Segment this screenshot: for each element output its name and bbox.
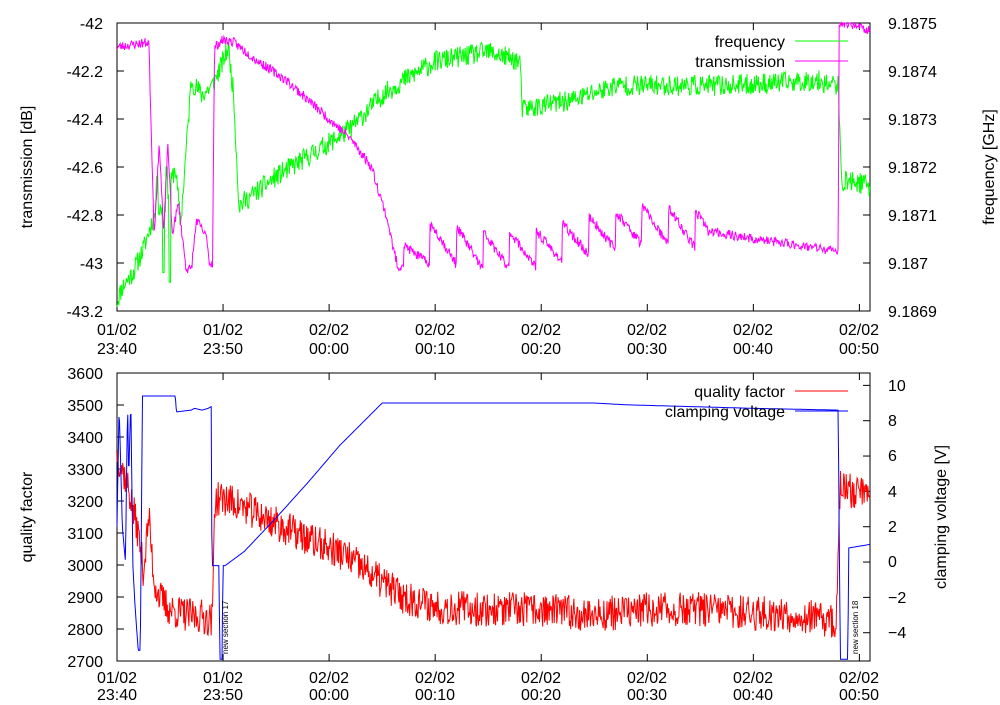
clamping-voltage-series-line	[116, 395, 870, 660]
top-x-tick-time: 00:00	[309, 341, 349, 358]
top-x-tick-time: 00:30	[627, 341, 667, 358]
bottom-x-tick-date: 01/02	[97, 670, 137, 687]
top-right-tick-label: 9.187	[888, 256, 928, 273]
bottom-left-tick-label: 3500	[67, 398, 103, 415]
bottom-right-tick-label: 2	[888, 519, 897, 536]
top-x-tick-time: 00:50	[839, 341, 879, 358]
annotation-new-section-18: new section 18	[851, 600, 860, 654]
bottom-legend: quality factor clamping voltage	[665, 384, 848, 421]
bottom-x-tick-date: 01/02	[203, 670, 243, 687]
bottom-right-tick-label: −2	[888, 590, 906, 607]
bottom-right-tick-labels: 10 8 6 4 2 0 −2 −4	[888, 378, 906, 642]
bottom-x-tick-date: 02/02	[627, 670, 667, 687]
bottom-x-tick-date: 02/02	[415, 670, 455, 687]
legend-label-clamping-voltage: clamping voltage	[665, 404, 785, 421]
bottom-right-tick-label: 6	[888, 448, 897, 465]
legend-label-transmission: transmission	[695, 54, 785, 71]
top-x-tick-date: 02/02	[415, 322, 455, 339]
bottom-left-tick-label: 3600	[67, 366, 103, 383]
top-x-tick-date: 01/02	[203, 322, 243, 339]
top-right-tick-label: 9.1872	[888, 160, 937, 177]
bottom-left-axis-title: quality factor	[19, 471, 36, 562]
bottom-x-tick-time: 23:50	[203, 687, 243, 700]
top-right-tick-label: 9.1873	[888, 112, 937, 129]
top-x-tick-time: 00:10	[415, 341, 455, 358]
bottom-x-tick-time: 00:30	[627, 687, 667, 700]
top-left-tick-label: -42.8	[67, 208, 104, 225]
bottom-right-tick-label: 8	[888, 413, 897, 430]
bottom-left-tick-label: 3100	[67, 526, 103, 543]
top-left-tick-labels: -42 -42.2 -42.4 -42.6 -42.8 -43 -43.2	[67, 16, 104, 321]
top-x-tick-date: 01/02	[97, 322, 137, 339]
bottom-x-tick-date: 02/02	[309, 670, 349, 687]
bottom-right-tick-label: 0	[888, 554, 897, 571]
bottom-left-tick-label: 2900	[67, 590, 103, 607]
annotation-new-section-17: new section 17	[221, 600, 230, 654]
top-left-tick-label: -42.2	[67, 64, 104, 81]
top-right-tick-label: 9.1875	[888, 16, 937, 33]
bottom-x-tick-labels: 01/02 23:40 01/02 23:50 02/02 00:00 02/0…	[97, 670, 879, 704]
bottom-right-tick-label: −4	[888, 625, 906, 642]
top-x-tick-time: 00:20	[521, 341, 561, 358]
top-left-axis-title: transmission [dB]	[19, 106, 36, 229]
transmission-series-line	[116, 21, 871, 274]
bottom-left-tick-label: 2800	[67, 622, 103, 639]
bottom-right-axis-title: clamping voltage [V]	[933, 445, 950, 589]
top-x-tick-date: 02/02	[627, 322, 667, 339]
top-right-tick-label: 9.1871	[888, 208, 937, 225]
frequency-series-line	[116, 41, 871, 308]
bottom-panel: 3600 3500 3400 3300 3200 3100 3000 2900 …	[19, 366, 950, 704]
top-right-tick-label: 9.1874	[888, 64, 937, 81]
legend-label-quality-factor: quality factor	[694, 384, 785, 401]
top-x-tick-time: 23:40	[97, 341, 137, 358]
top-panel: -42 -42.2 -42.4 -42.6 -42.8 -43 -43.2 9.…	[19, 16, 998, 358]
top-right-axis-title: frequency [GHz]	[981, 109, 998, 225]
bottom-left-tick-label: 3300	[67, 462, 103, 479]
top-right-tick-labels: 9.1875 9.1874 9.1873 9.1872 9.1871 9.187…	[888, 16, 937, 321]
bottom-x-tick-time: 00:10	[415, 687, 455, 700]
bottom-x-tick-time: 00:50	[839, 687, 879, 700]
bottom-x-tick-date: 02/02	[733, 670, 773, 687]
bottom-x-tick-time: 00:40	[733, 687, 773, 700]
top-x-tick-time: 00:40	[733, 341, 773, 358]
top-left-tick-label: -43.2	[67, 304, 104, 321]
top-ticks	[116, 22, 870, 312]
bottom-right-tick-label: 10	[888, 378, 906, 395]
bottom-x-tick-time: 23:40	[97, 687, 137, 700]
top-left-tick-label: -42.4	[67, 112, 104, 129]
bottom-left-tick-label: 3000	[67, 558, 103, 575]
top-right-tick-label: 9.1869	[888, 304, 937, 321]
bottom-ticks	[116, 372, 870, 662]
bottom-x-tick-date: 02/02	[521, 670, 561, 687]
bottom-left-tick-label: 2700	[67, 654, 103, 671]
top-x-tick-time: 23:50	[203, 341, 243, 358]
top-x-tick-date: 02/02	[521, 322, 561, 339]
bottom-series-group	[116, 395, 871, 660]
top-x-tick-date: 02/02	[309, 322, 349, 339]
bottom-x-tick-date: 02/02	[839, 670, 879, 687]
quality-factor-series-line	[116, 450, 871, 638]
top-series-group	[116, 21, 871, 308]
bottom-x-tick-time: 00:20	[521, 687, 561, 700]
top-x-tick-date: 02/02	[839, 322, 879, 339]
bottom-left-tick-label: 3200	[67, 494, 103, 511]
top-left-tick-label: -42.6	[67, 160, 104, 177]
top-left-tick-label: -43	[80, 256, 103, 273]
top-legend: frequency transmission	[695, 34, 848, 71]
bottom-right-tick-label: 4	[888, 484, 897, 501]
top-x-tick-labels: 01/02 23:40 01/02 23:50 02/02 00:00 02/0…	[97, 322, 879, 358]
top-left-tick-label: -42	[80, 16, 103, 33]
top-x-tick-date: 02/02	[733, 322, 773, 339]
legend-label-frequency: frequency	[715, 34, 785, 51]
bottom-x-tick-time: 00:00	[309, 687, 349, 700]
bottom-left-tick-labels: 3600 3500 3400 3300 3200 3100 3000 2900 …	[67, 366, 103, 671]
section-annotations: new section 17 new section 18	[221, 600, 860, 654]
bottom-left-tick-label: 3400	[67, 430, 103, 447]
